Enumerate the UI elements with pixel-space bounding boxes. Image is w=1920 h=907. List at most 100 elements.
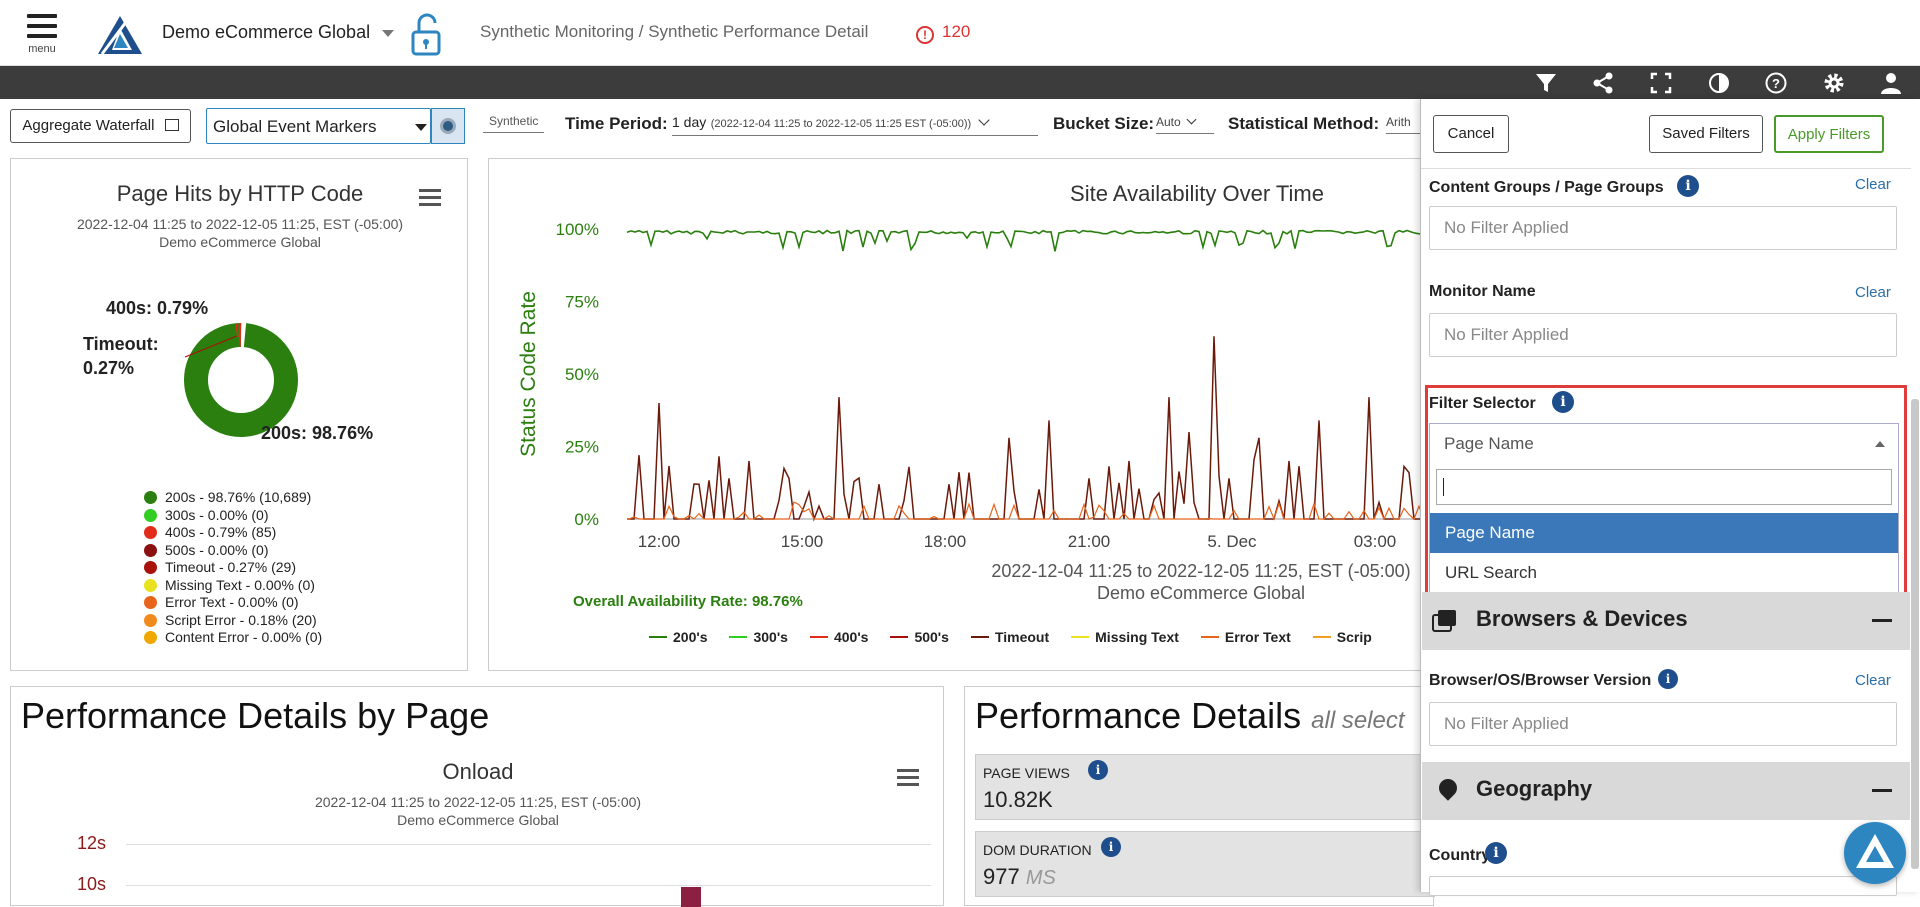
settings-icon[interactable] xyxy=(1822,71,1846,95)
legend-item[interactable]: Timeout xyxy=(971,629,1049,645)
collapse-icon[interactable] xyxy=(1872,619,1892,622)
legend-item[interactable]: 300's xyxy=(729,629,787,645)
label-200s: 200s: 98.76% xyxy=(261,423,373,444)
monitor-name-clear[interactable]: Clear xyxy=(1855,284,1891,301)
option-url-search[interactable]: URL Search xyxy=(1430,553,1898,593)
legend-label: Timeout xyxy=(995,629,1049,645)
legend-swatch xyxy=(144,509,157,522)
info-icon[interactable]: i xyxy=(1677,175,1699,197)
chart-menu-icon[interactable] xyxy=(419,189,441,210)
legend-swatch xyxy=(890,636,908,638)
http-legend: 200s - 98.76% (10,689)300s - 0.00% (0)40… xyxy=(144,489,322,647)
apply-filters-button[interactable]: Apply Filters xyxy=(1774,115,1884,153)
info-icon[interactable]: i xyxy=(1485,842,1507,864)
menu-button[interactable]: menu xyxy=(24,12,60,60)
global-toolbar: ? xyxy=(0,66,1920,99)
info-icon[interactable]: i xyxy=(1658,669,1678,689)
filter-icon[interactable] xyxy=(1534,71,1558,95)
x-tick: 15:00 xyxy=(781,532,824,551)
info-icon[interactable]: i xyxy=(1552,391,1574,413)
filter-panel: Cancel Saved Filters Apply Filters Conte… xyxy=(1420,99,1920,892)
info-icon[interactable]: i xyxy=(1101,837,1121,857)
time-period-select[interactable]: 1 day (2022-12-04 11:25 to 2022-12-05 11… xyxy=(672,114,1038,136)
event-markers-select[interactable]: Global Event Markers xyxy=(206,108,431,144)
geography-section[interactable]: Geography xyxy=(1422,762,1910,820)
legend-swatch xyxy=(1313,636,1331,638)
y-tick: 12s xyxy=(77,833,106,854)
label-timeout-line1: Timeout: xyxy=(83,334,159,355)
legend-item[interactable]: 200s - 98.76% (10,689) xyxy=(144,489,322,507)
y-tick: 0% xyxy=(574,510,599,529)
panel-site: Demo eCommerce Global xyxy=(11,233,469,251)
metric-number: 977 xyxy=(983,864,1020,889)
devices-icon xyxy=(1438,610,1456,626)
filter-selector-select[interactable]: Page Name xyxy=(1429,423,1899,465)
legend-swatch xyxy=(144,561,157,574)
bucket-size-select[interactable]: Auto xyxy=(1156,115,1214,134)
legend-label: 500s - 0.00% (0) xyxy=(165,542,269,558)
legend-item[interactable]: Content Error - 0.00% (0) xyxy=(144,629,322,647)
legend-item[interactable]: Timeout - 0.27% (29) xyxy=(144,559,322,577)
http-donut-chart xyxy=(161,299,311,479)
legend-item[interactable]: Script Error - 0.18% (20) xyxy=(144,612,322,630)
app-dropdown-caret[interactable] xyxy=(382,30,394,37)
help-chat-button[interactable] xyxy=(1844,822,1906,884)
info-icon[interactable]: i xyxy=(1088,760,1108,780)
legend-swatch xyxy=(144,631,157,644)
legend-item[interactable]: Scrip xyxy=(1313,629,1372,645)
metric-label: PAGE VIEWS xyxy=(983,765,1070,781)
dropdown-search-input[interactable] xyxy=(1436,469,1892,505)
menu-label: menu xyxy=(24,43,60,55)
cancel-button[interactable]: Cancel xyxy=(1433,115,1509,153)
option-page-name[interactable]: Page Name xyxy=(1430,513,1898,553)
saved-filters-button[interactable]: Saved Filters xyxy=(1649,115,1763,153)
help-icon[interactable]: ? xyxy=(1764,71,1788,95)
legend-item[interactable]: 500's xyxy=(890,629,948,645)
app-selector[interactable]: Demo eCommerce Global xyxy=(162,22,370,43)
alert-badge[interactable]: !120 xyxy=(916,22,970,44)
aggregate-waterfall-button[interactable]: Aggregate Waterfall xyxy=(10,109,191,143)
legend-item[interactable]: Error Text xyxy=(1201,629,1291,645)
fullscreen-icon[interactable] xyxy=(1649,71,1673,95)
location-pin-icon xyxy=(1435,775,1460,800)
legend-swatch xyxy=(1071,636,1089,638)
monitor-name-input[interactable]: No Filter Applied xyxy=(1429,313,1897,357)
legend-item[interactable]: 300s - 0.00% (0) xyxy=(144,507,322,525)
heading-subtext: all select xyxy=(1311,707,1404,734)
browsers-devices-section[interactable]: Browsers & Devices xyxy=(1422,592,1910,650)
legend-swatch xyxy=(729,636,747,638)
x-tick: 03:00 xyxy=(1354,532,1397,551)
controls-bar: Aggregate Waterfall Global Event Markers… xyxy=(0,99,1420,153)
section-title: Browsers & Devices xyxy=(1476,606,1688,632)
legend-item[interactable]: Missing Text xyxy=(1071,629,1179,645)
collapse-icon[interactable] xyxy=(1872,789,1892,792)
availability-panel: Site Availability Over Time Status Code … xyxy=(488,158,1428,671)
scrollbar-thumb[interactable] xyxy=(1911,399,1919,869)
event-markers-toggle[interactable] xyxy=(431,108,465,144)
user-icon[interactable] xyxy=(1879,71,1903,95)
brand-logo xyxy=(96,14,144,61)
onload-bar xyxy=(681,887,701,907)
legend-item[interactable]: 400's xyxy=(810,629,868,645)
label-400s: 400s: 0.79% xyxy=(106,298,208,319)
legend-item[interactable]: Error Text - 0.00% (0) xyxy=(144,594,322,612)
share-icon[interactable] xyxy=(1591,71,1615,95)
divider xyxy=(1421,168,1911,169)
legend-item[interactable]: 200's xyxy=(649,629,707,645)
chart-menu-icon[interactable] xyxy=(897,769,919,790)
legend-item[interactable]: Missing Text - 0.00% (0) xyxy=(144,577,322,595)
legend-item[interactable]: 400s - 0.79% (85) xyxy=(144,524,322,542)
browser-version-input[interactable]: No Filter Applied xyxy=(1429,702,1897,746)
unlock-icon[interactable] xyxy=(410,12,442,61)
content-groups-clear[interactable]: Clear xyxy=(1855,176,1891,193)
legend-item[interactable]: 500s - 0.00% (0) xyxy=(144,542,322,560)
source-tag[interactable]: Synthetic xyxy=(483,114,544,133)
legend-swatch xyxy=(144,596,157,609)
chevron-down-icon xyxy=(978,114,989,125)
content-groups-input[interactable]: No Filter Applied xyxy=(1429,206,1897,250)
overall-availability: Overall Availability Rate: 98.76% xyxy=(573,593,803,610)
browser-version-clear[interactable]: Clear xyxy=(1855,672,1891,689)
statistical-method-select[interactable]: Arith xyxy=(1386,115,1420,134)
contrast-icon[interactable] xyxy=(1707,71,1731,95)
country-input[interactable] xyxy=(1429,876,1897,896)
